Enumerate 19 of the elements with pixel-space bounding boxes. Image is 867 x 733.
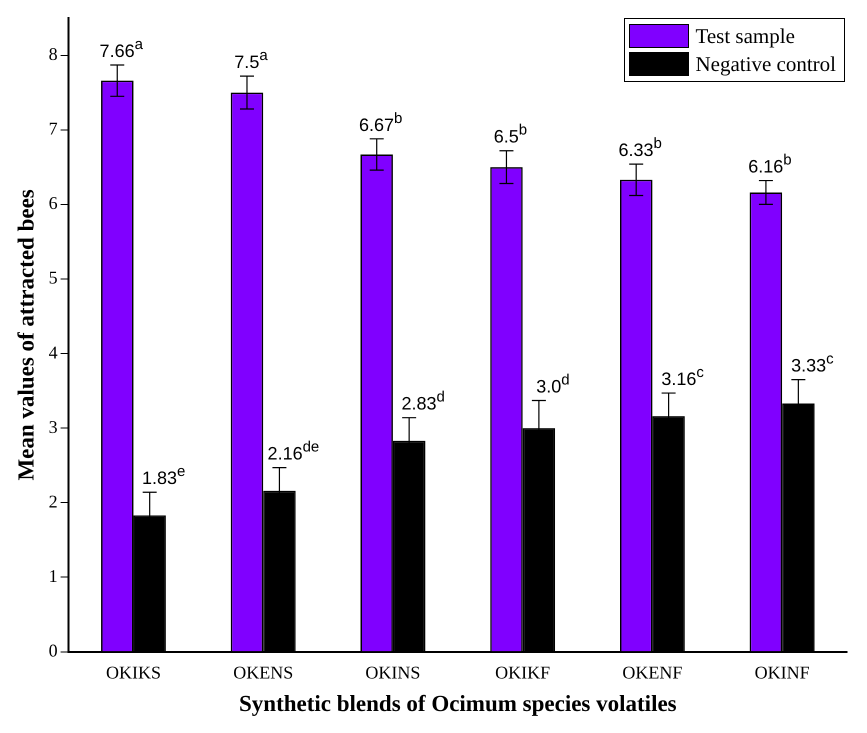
y-tick-label: 2	[48, 491, 58, 512]
y-tick-label: 0	[48, 640, 58, 661]
y-tick-label: 4	[48, 342, 58, 362]
x-tick-label: OKINS	[365, 662, 420, 682]
legend-label: Negative control	[695, 52, 836, 76]
y-axis-title: Mean values of attracted bees	[14, 189, 39, 481]
x-axis-title: Synthetic blends of Ocimum species volatiles	[238, 691, 677, 716]
y-tick-label: 7	[48, 118, 58, 139]
y-tick-label: 8	[48, 44, 58, 64]
x-tick-label: OKINF	[754, 662, 810, 682]
y-tick-label: 3	[48, 416, 58, 437]
y-tick-label: 5	[48, 268, 58, 288]
x-tick-label: OKIKS	[106, 662, 161, 682]
y-tick-label: 6	[48, 193, 58, 214]
legend-label: Test sample	[695, 24, 795, 48]
y-tick-label: 1	[48, 566, 58, 586]
x-tick-label: OKIKF	[495, 662, 550, 682]
x-tick-label: OKENF	[622, 662, 682, 682]
x-tick-label: OKENS	[233, 662, 294, 682]
